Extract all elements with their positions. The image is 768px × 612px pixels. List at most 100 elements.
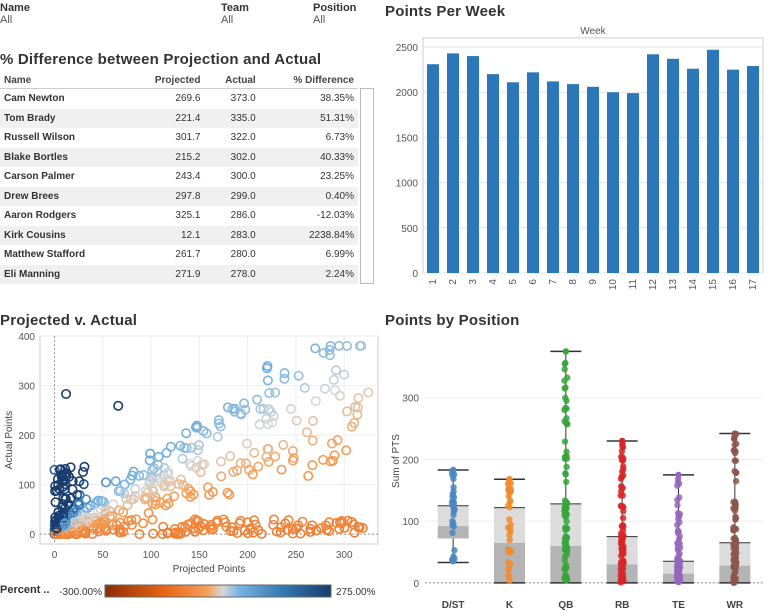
- position-point[interactable]: [563, 564, 570, 571]
- position-point[interactable]: [563, 535, 570, 542]
- scatter-point[interactable]: [330, 385, 341, 396]
- scatter-point[interactable]: [157, 528, 168, 539]
- bar[interactable]: [547, 81, 559, 273]
- scatter-point[interactable]: [138, 518, 149, 529]
- scatter-point[interactable]: [265, 407, 276, 418]
- table-scrollbar[interactable]: [360, 88, 374, 284]
- position-point[interactable]: [450, 484, 457, 491]
- scatter-point[interactable]: [352, 402, 363, 413]
- scatter-point[interactable]: [138, 470, 149, 481]
- position-point[interactable]: [676, 494, 683, 501]
- bar[interactable]: [647, 54, 659, 274]
- scatter-point[interactable]: [207, 487, 218, 498]
- scatter-point[interactable]: [320, 520, 331, 531]
- scatter-point[interactable]: [324, 350, 335, 361]
- scatter-point[interactable]: [307, 435, 318, 446]
- scatter-point[interactable]: [244, 464, 255, 475]
- scatter-point[interactable]: [58, 493, 69, 504]
- scatter-point[interactable]: [169, 491, 180, 502]
- scatter-point[interactable]: [301, 427, 312, 438]
- scatter-point[interactable]: [78, 466, 89, 477]
- position-point[interactable]: [449, 501, 456, 508]
- position-point[interactable]: [507, 497, 514, 505]
- position-point[interactable]: [504, 481, 512, 488]
- position-point[interactable]: [731, 435, 738, 442]
- position-point[interactable]: [563, 419, 570, 427]
- scatter-point[interactable]: [249, 515, 260, 526]
- position-point[interactable]: [617, 558, 625, 566]
- scatter-point[interactable]: [152, 466, 163, 477]
- position-point[interactable]: [562, 384, 569, 391]
- scatter-point[interactable]: [114, 527, 125, 538]
- scatter-point[interactable]: [334, 390, 345, 401]
- scatter-point[interactable]: [162, 469, 173, 480]
- position-point[interactable]: [507, 548, 515, 555]
- position-point[interactable]: [618, 539, 626, 547]
- position-point[interactable]: [506, 516, 513, 523]
- position-point[interactable]: [562, 359, 569, 367]
- scatter-point[interactable]: [341, 445, 352, 456]
- scatter-point[interactable]: [50, 529, 61, 540]
- bar[interactable]: [487, 74, 499, 274]
- position-point[interactable]: [449, 529, 456, 537]
- position-point[interactable]: [561, 377, 568, 384]
- position-point[interactable]: [563, 500, 571, 507]
- position-point[interactable]: [619, 514, 627, 522]
- scatter-point[interactable]: [143, 508, 154, 519]
- scatter-point[interactable]: [324, 345, 335, 356]
- scatter-point[interactable]: [248, 527, 259, 538]
- scatter-point[interactable]: [50, 497, 61, 508]
- scatter-point[interactable]: [293, 370, 304, 381]
- scatter-point[interactable]: [331, 517, 342, 528]
- table-row[interactable]: Drew Brees 297.8 299.0 0.40%: [0, 186, 358, 206]
- scatter-point[interactable]: [299, 382, 310, 393]
- scatter-point[interactable]: [147, 483, 158, 494]
- scatter-point[interactable]: [161, 447, 172, 458]
- scatter-point[interactable]: [119, 521, 130, 532]
- position-point[interactable]: [731, 430, 739, 437]
- position-point[interactable]: [562, 471, 569, 478]
- scatter-point[interactable]: [268, 514, 279, 525]
- scatter-point[interactable]: [98, 496, 109, 507]
- scatter-point[interactable]: [130, 484, 141, 495]
- position-point[interactable]: [675, 556, 682, 563]
- position-point[interactable]: [731, 507, 739, 514]
- position-point[interactable]: [730, 579, 738, 587]
- scatter-point[interactable]: [324, 517, 335, 528]
- scatter-point[interactable]: [291, 415, 302, 426]
- position-point[interactable]: [674, 521, 681, 529]
- bar[interactable]: [507, 82, 519, 274]
- scatter-point[interactable]: [59, 518, 70, 529]
- scatter-point[interactable]: [278, 439, 289, 450]
- position-point[interactable]: [450, 553, 457, 560]
- position-point[interactable]: [449, 517, 456, 525]
- position-point[interactable]: [451, 547, 458, 554]
- scatter-point[interactable]: [328, 374, 339, 385]
- col-header-projected[interactable]: Projected: [127, 72, 205, 89]
- scatter-point[interactable]: [252, 394, 263, 405]
- table-row[interactable]: Russell Wilson 301.7 322.0 6.73%: [0, 128, 358, 148]
- position-point[interactable]: [674, 502, 681, 509]
- filter-team[interactable]: Team All: [221, 2, 249, 26]
- scatter-point[interactable]: [318, 454, 329, 465]
- scatter-point[interactable]: [149, 463, 160, 474]
- position-point[interactable]: [731, 441, 738, 449]
- scatter-point[interactable]: [263, 444, 274, 455]
- scatter-point[interactable]: [339, 369, 350, 380]
- col-header-actual[interactable]: Actual: [204, 72, 260, 89]
- position-point[interactable]: [563, 573, 570, 581]
- position-point[interactable]: [617, 572, 625, 580]
- scatter-point[interactable]: [239, 398, 250, 409]
- bar[interactable]: [467, 56, 479, 274]
- position-point[interactable]: [619, 454, 626, 461]
- scatter-point[interactable]: [216, 456, 227, 467]
- scatter-point[interactable]: [177, 453, 188, 464]
- scatter-point[interactable]: [263, 456, 274, 467]
- scatter-point[interactable]: [100, 477, 111, 488]
- scatter-point[interactable]: [144, 455, 155, 466]
- scatter-point[interactable]: [307, 520, 318, 531]
- scatter-point[interactable]: [82, 512, 93, 523]
- scatter-point[interactable]: [93, 495, 104, 506]
- scatter-point[interactable]: [107, 511, 118, 522]
- scatter-point[interactable]: [63, 499, 74, 510]
